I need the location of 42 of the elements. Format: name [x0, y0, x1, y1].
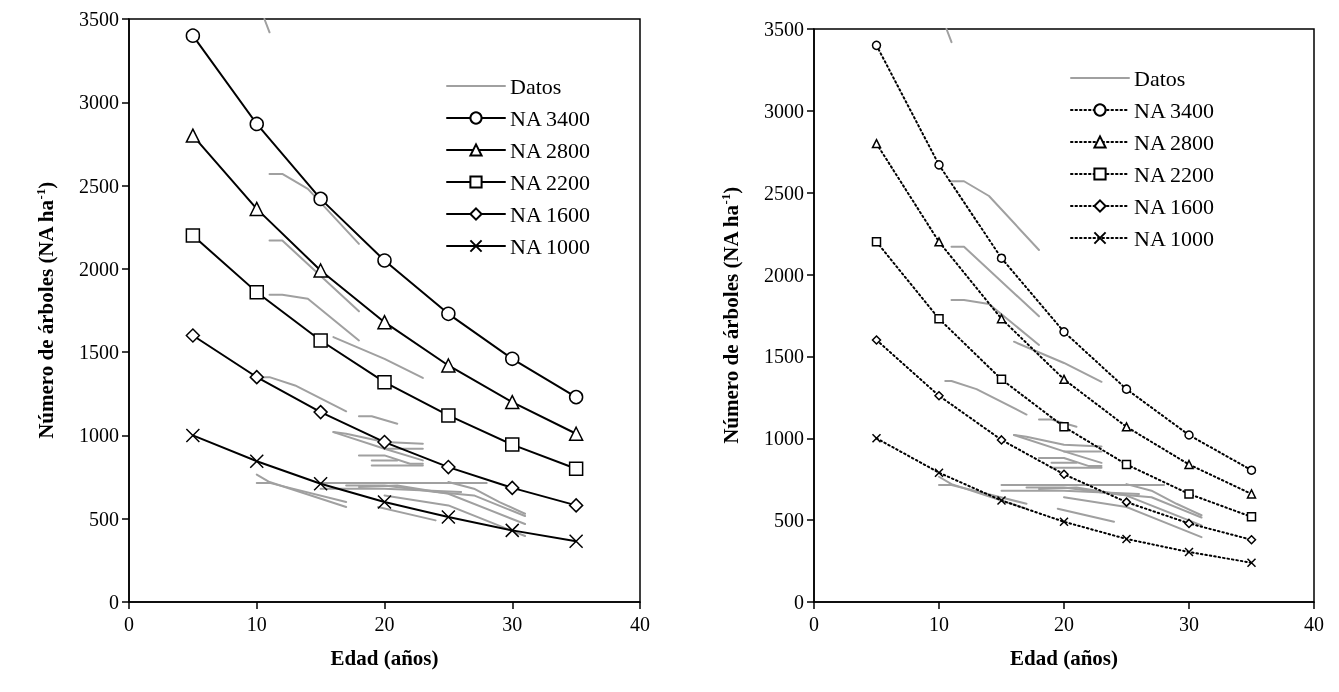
- legend-label: NA 1000: [510, 233, 591, 259]
- y-tick-label: 3000: [79, 91, 119, 114]
- y-tick-label: 1000: [79, 424, 119, 447]
- y-tick-label: 1500: [764, 345, 804, 368]
- y-tick-label: 2000: [764, 263, 804, 286]
- y-tick-label: 500: [774, 509, 804, 532]
- y-axis-title: Número de árboles (NA ha-1): [718, 186, 743, 444]
- y-tick-label: 1000: [764, 427, 804, 450]
- x-axis-title: Edad (años): [330, 645, 439, 670]
- x-axis-title: Edad (años): [1010, 645, 1118, 670]
- y-tick-label: 3500: [764, 18, 804, 40]
- legend-label: NA 2200: [510, 169, 591, 195]
- legend-label: NA 1600: [510, 201, 591, 227]
- y-tick-label: 0: [109, 591, 119, 613]
- legend-label: NA 1000: [1134, 225, 1215, 251]
- legend-label: NA 2800: [1134, 129, 1215, 155]
- legend-label: Datos: [1134, 65, 1186, 91]
- x-tick-label: 20: [1054, 613, 1074, 635]
- legend-label: NA 3400: [1134, 97, 1215, 123]
- y-axis-title: Número de árboles (NA ha-1): [33, 181, 58, 439]
- x-tick-label: 20: [374, 613, 395, 635]
- legend-label: NA 2200: [1134, 161, 1215, 187]
- y-tick-label: 500: [89, 507, 119, 530]
- y-tick-label: 2000: [79, 257, 119, 280]
- y-tick-label: 3500: [79, 8, 119, 30]
- x-tick-label: 30: [502, 613, 523, 635]
- y-tick-label: 1500: [79, 341, 119, 364]
- x-tick-label: 30: [1179, 613, 1199, 635]
- x-tick-label: 0: [809, 613, 819, 635]
- legend-label: NA 3400: [510, 105, 591, 131]
- x-tick-label: 0: [124, 613, 134, 635]
- legend-label: NA 1600: [1134, 193, 1215, 219]
- y-tick-label: 0: [794, 591, 804, 613]
- x-tick-label: 10: [929, 613, 949, 635]
- legend-label: NA 2800: [510, 137, 591, 163]
- x-tick-label: 40: [630, 613, 650, 635]
- y-tick-label: 3000: [764, 99, 804, 122]
- x-tick-label: 40: [1304, 613, 1324, 635]
- y-tick-label: 2500: [79, 174, 119, 197]
- y-tick-label: 2500: [764, 181, 804, 204]
- legend-label: Datos: [510, 73, 562, 99]
- x-tick-label: 10: [246, 613, 267, 635]
